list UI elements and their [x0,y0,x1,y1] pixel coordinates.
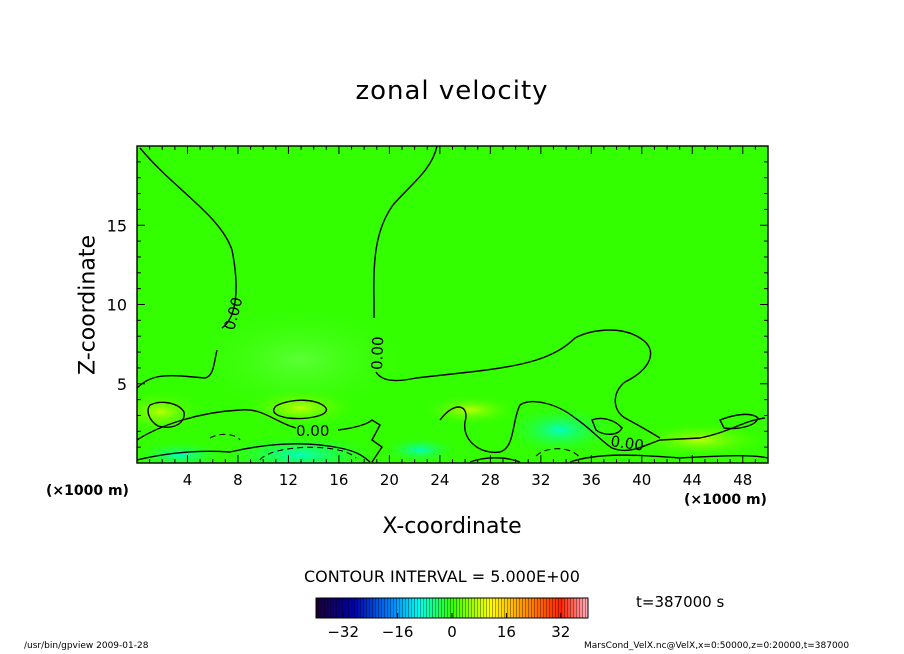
x-tick-label: 44 [683,471,702,489]
y-axis-label: Z-coordinate [75,235,101,375]
y-tick-label: 10 [107,296,127,315]
contour-small-loop-2 [272,399,327,420]
x-tick-label: 20 [380,471,399,489]
contour-zero-left [137,147,237,389]
chart-title: zonal velocity [355,76,549,106]
colorbar-tick-label: 32 [551,623,570,641]
contour-interval-text: CONTOUR INTERVAL = 5.000E+00 [304,567,580,586]
x-tick-label: 48 [733,471,752,489]
y-axis-ticks: 5 10 15 [107,161,768,448]
x-tick-label: 28 [481,471,500,489]
field-positive-region-3 [420,394,520,426]
x-tick-label: 8 [233,471,243,489]
contour-zero-bottom-right [439,401,766,454]
footer-left: /usr/bin/gpview 2009-01-28 [24,641,149,651]
contour-small-loop-1 [147,401,185,428]
contour-lines-dashed [209,433,581,461]
contour-zero-center [373,146,661,439]
contour-bottom-band [137,443,768,463]
colorbar-tick-label: 0 [447,623,457,641]
x-tick-label: 24 [430,471,449,489]
colorbar-tick-label: −16 [382,623,414,641]
colorbar-stripes [316,598,588,618]
contour-negative-1 [259,446,357,461]
colorbar-ticks: −32 −16 0 16 32 [327,613,570,641]
time-stamp: t=387000 s [636,593,725,611]
field-negative-region-2 [137,441,230,463]
footer-right: MarsCond_VelX.nc@VelX,x=0:50000,z=0:2000… [584,641,850,651]
x-tick-label: 16 [329,471,348,489]
contour-negative-2 [535,448,581,459]
y-axis-unit: (×1000 m) [46,483,129,499]
field-positive-region-2 [240,388,360,428]
x-axis-ticks: 4 8 12 16 20 24 28 32 36 40 44 48 [149,146,756,489]
x-tick-label: 36 [582,471,601,489]
field-negative-region-3 [500,404,620,456]
contour-zero-lower [137,409,383,463]
contour-label-center: 0.00 [368,336,387,370]
field-upward-light-region [180,300,420,420]
x-axis-unit: (×1000 m) [684,492,767,508]
x-tick-label: 32 [531,471,550,489]
contour-labels: 0.00 0.00 0.00 0.00 [220,295,645,455]
y-tick-label: 15 [107,216,127,235]
y-tick-label: 5 [117,375,127,394]
field-negative-region-4 [380,436,460,463]
heatmap-field [137,146,768,463]
x-tick-label: 40 [632,471,651,489]
contour-negative-3 [209,433,241,441]
contour-small-loop-3 [719,413,759,430]
contour-lines [137,146,768,463]
contour-label-lower: 0.00 [296,422,329,440]
colorbar-tick-label: −32 [327,623,359,641]
colorbar-tick-label: 16 [497,623,516,641]
colorbar: −32 −16 0 16 32 [315,597,589,641]
x-tick-label: 12 [279,471,298,489]
contour-small-loop-4 [591,417,623,435]
x-tick-label: 4 [183,471,193,489]
field-positive-region-4 [630,422,768,458]
x-axis-label: X-coordinate [382,514,522,539]
contour-label-right: 0.00 [609,432,645,454]
